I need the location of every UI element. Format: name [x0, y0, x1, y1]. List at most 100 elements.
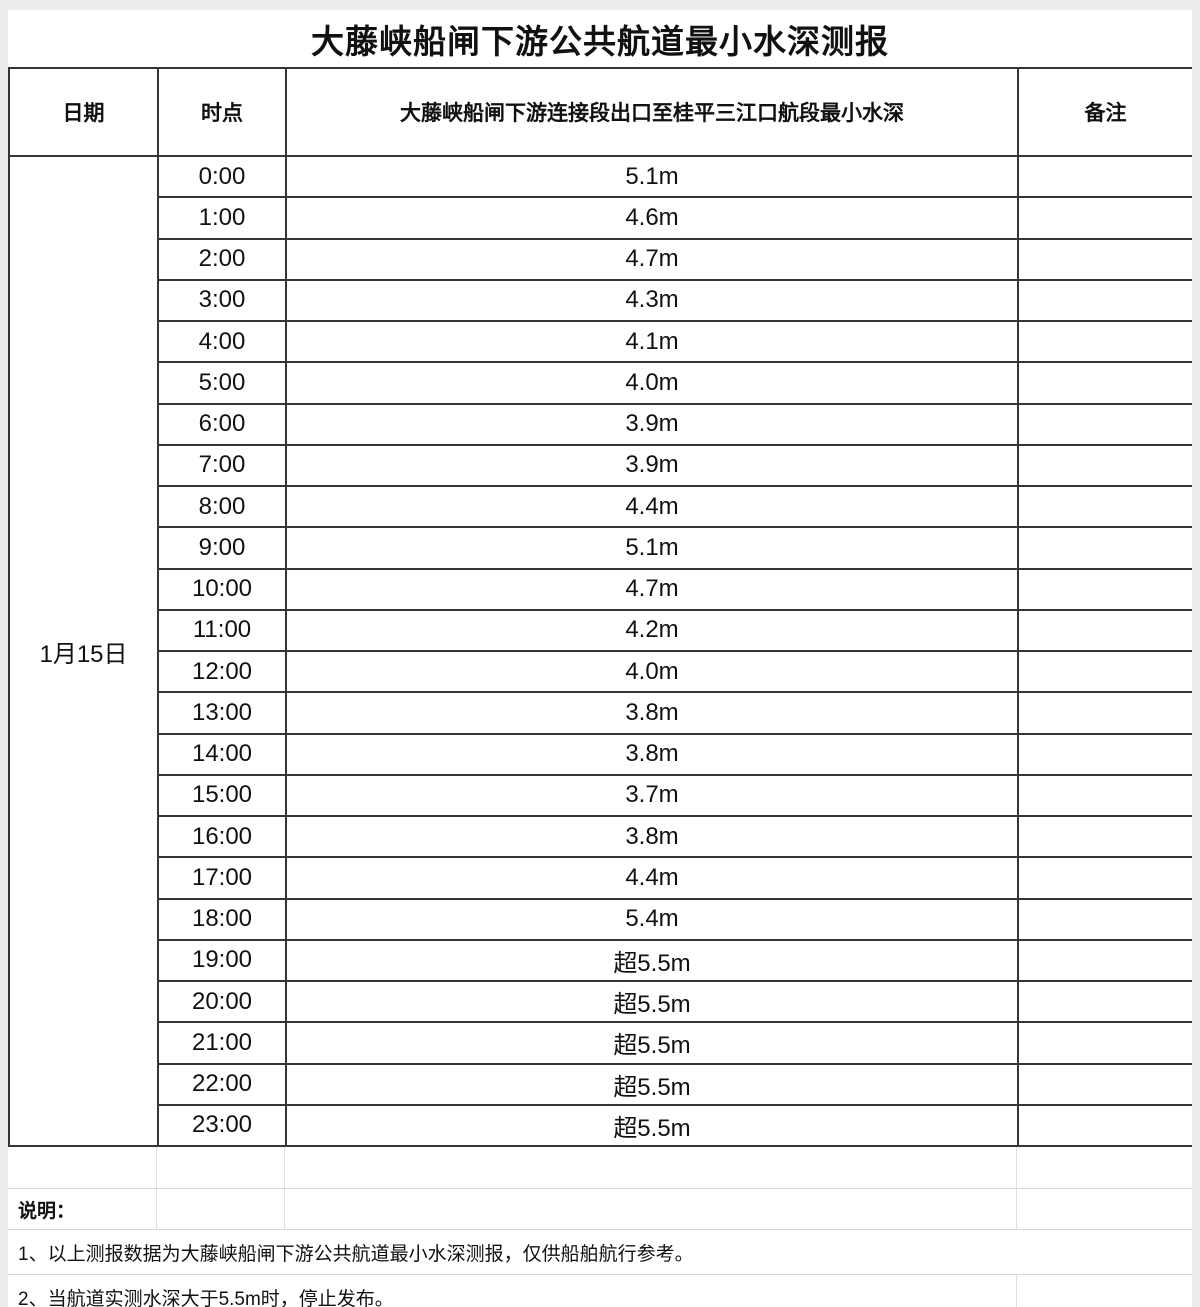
header-date: 日期	[8, 67, 159, 157]
depth-cell: 3.8m	[285, 814, 1019, 859]
depth-cell: 3.9m	[285, 443, 1019, 488]
remark-cell	[1017, 443, 1192, 488]
remark-cell	[1017, 1062, 1192, 1106]
time-cell: 7:00	[157, 443, 287, 488]
remark-cell	[1017, 1103, 1192, 1148]
table-row: 17:00 4.4m	[9, 856, 1192, 900]
remark-cell	[1017, 814, 1192, 859]
table-row: 2:00 4.7m	[9, 237, 1192, 281]
depth-cell: 4.6m	[285, 196, 1019, 240]
depth-cell: 3.8m	[285, 732, 1019, 776]
remark-cell	[1017, 526, 1192, 570]
depth-cell: 4.2m	[285, 608, 1019, 653]
depth-cell: 3.8m	[285, 691, 1019, 735]
depth-cell: 4.0m	[285, 361, 1019, 405]
table-row: 21:00 超5.5m	[9, 1021, 1192, 1065]
footer-gridline	[1016, 1147, 1017, 1188]
time-cell: 8:00	[157, 484, 287, 529]
depth-cell: 超5.5m	[285, 1062, 1019, 1106]
depth-cell: 超5.5m	[285, 1021, 1019, 1065]
table-row: 7:00 3.9m	[9, 443, 1192, 488]
footer-gridline	[1016, 1275, 1017, 1307]
depth-cell: 4.0m	[285, 649, 1019, 694]
note-row: 2、当航道实测水深大于5.5m时，停止发布。	[8, 1275, 1192, 1307]
time-cell: 10:00	[157, 567, 287, 611]
depth-cell: 超5.5m	[285, 979, 1019, 1024]
table-row: 23:00 超5.5m	[9, 1103, 1192, 1148]
table-row: 19:00 超5.5m	[9, 938, 1192, 983]
time-cell: 9:00	[157, 526, 287, 570]
remark-cell	[1017, 196, 1192, 240]
table-row: 1:00 4.6m	[9, 196, 1192, 240]
time-cell: 14:00	[157, 732, 287, 776]
table-row: 3:00 4.3m	[9, 278, 1192, 323]
depth-cell: 5.1m	[285, 154, 1019, 199]
header-depth: 大藤峡船闸下游连接段出口至桂平三江口航段最小水深	[285, 67, 1019, 157]
depth-cell: 4.3m	[285, 278, 1019, 323]
table-row: 16:00 3.8m	[9, 814, 1192, 859]
depth-cell: 4.7m	[285, 567, 1019, 611]
remark-cell	[1017, 567, 1192, 611]
report-sheet: 大藤峡船闸下游公共航道最小水深测报 日期 时点 大藤峡船闸下游连接段出口至桂平三…	[8, 10, 1192, 1307]
table-row: 14:00 3.8m	[9, 732, 1192, 776]
time-cell: 11:00	[157, 608, 287, 653]
depth-cell: 4.7m	[285, 237, 1019, 281]
table-row: 6:00 3.9m	[9, 402, 1192, 446]
depth-table: 日期 时点 大藤峡船闸下游连接段出口至桂平三江口航段最小水深 备注 1月15日 …	[8, 67, 1192, 1148]
time-cell: 22:00	[157, 1062, 287, 1106]
time-cell: 20:00	[157, 979, 287, 1024]
depth-cell: 5.1m	[285, 526, 1019, 570]
time-cell: 23:00	[157, 1103, 287, 1148]
footer-empty-row	[8, 1147, 1192, 1189]
remark-cell	[1017, 649, 1192, 694]
time-cell: 18:00	[157, 897, 287, 941]
note-text: 1、以上测报数据为大藤峡船闸下游公共航道最小水深测报，仅供船舶航行参考。	[18, 1243, 694, 1265]
remark-cell	[1017, 402, 1192, 446]
note-text: 2、当航道实测水深大于5.5m时，停止发布。	[18, 1289, 394, 1307]
notes-heading: 说明：	[18, 1200, 76, 1222]
table-row: 22:00 超5.5m	[9, 1062, 1192, 1106]
remark-cell	[1017, 278, 1192, 323]
remark-cell	[1017, 856, 1192, 900]
depth-cell: 5.4m	[285, 897, 1019, 941]
time-cell: 1:00	[157, 196, 287, 240]
remark-cell	[1017, 608, 1192, 653]
footer-gridline	[1016, 1189, 1017, 1229]
time-cell: 15:00	[157, 773, 287, 818]
table-row: 15:00 3.7m	[9, 773, 1192, 818]
remark-cell	[1017, 237, 1192, 281]
page-title: 大藤峡船闸下游公共航道最小水深测报	[311, 22, 889, 60]
time-cell: 4:00	[157, 319, 287, 364]
table-row: 1月15日 0:00 5.1m	[8, 154, 1192, 1147]
remark-cell	[1017, 732, 1192, 776]
remark-cell	[1017, 154, 1192, 199]
time-cell: 16:00	[157, 814, 287, 859]
depth-cell: 超5.5m	[285, 1103, 1019, 1148]
time-cell: 5:00	[157, 361, 287, 405]
table-row: 8:00 4.4m	[9, 484, 1192, 529]
time-cell: 6:00	[157, 402, 287, 446]
remark-cell	[1017, 773, 1192, 818]
remark-cell	[1017, 1021, 1192, 1065]
notes-heading-row: 说明：	[8, 1189, 1192, 1230]
time-cell: 17:00	[157, 856, 287, 900]
time-cell: 3:00	[157, 278, 287, 323]
header-row: 日期 时点 大藤峡船闸下游连接段出口至桂平三江口航段最小水深 备注	[8, 67, 1192, 157]
table-row: 5:00 4.0m	[9, 361, 1192, 405]
time-cell: 0:00	[157, 154, 287, 199]
time-cell: 12:00	[157, 649, 287, 694]
header-remark: 备注	[1017, 67, 1192, 157]
date-cell: 1月15日	[8, 155, 159, 1147]
depth-cell: 3.9m	[285, 402, 1019, 446]
remark-cell	[1017, 938, 1192, 983]
table-row: 13:00 3.8m	[9, 691, 1192, 735]
depth-cell: 4.4m	[285, 484, 1019, 529]
remark-cell	[1017, 484, 1192, 529]
remark-cell	[1017, 897, 1192, 941]
note-row: 1、以上测报数据为大藤峡船闸下游公共航道最小水深测报，仅供船舶航行参考。	[8, 1230, 1192, 1275]
table-row: 11:00 4.2m	[9, 608, 1192, 653]
remark-cell	[1017, 361, 1192, 405]
time-cell: 19:00	[157, 938, 287, 983]
remark-cell	[1017, 979, 1192, 1024]
table-row: 12:00 4.0m	[9, 649, 1192, 694]
